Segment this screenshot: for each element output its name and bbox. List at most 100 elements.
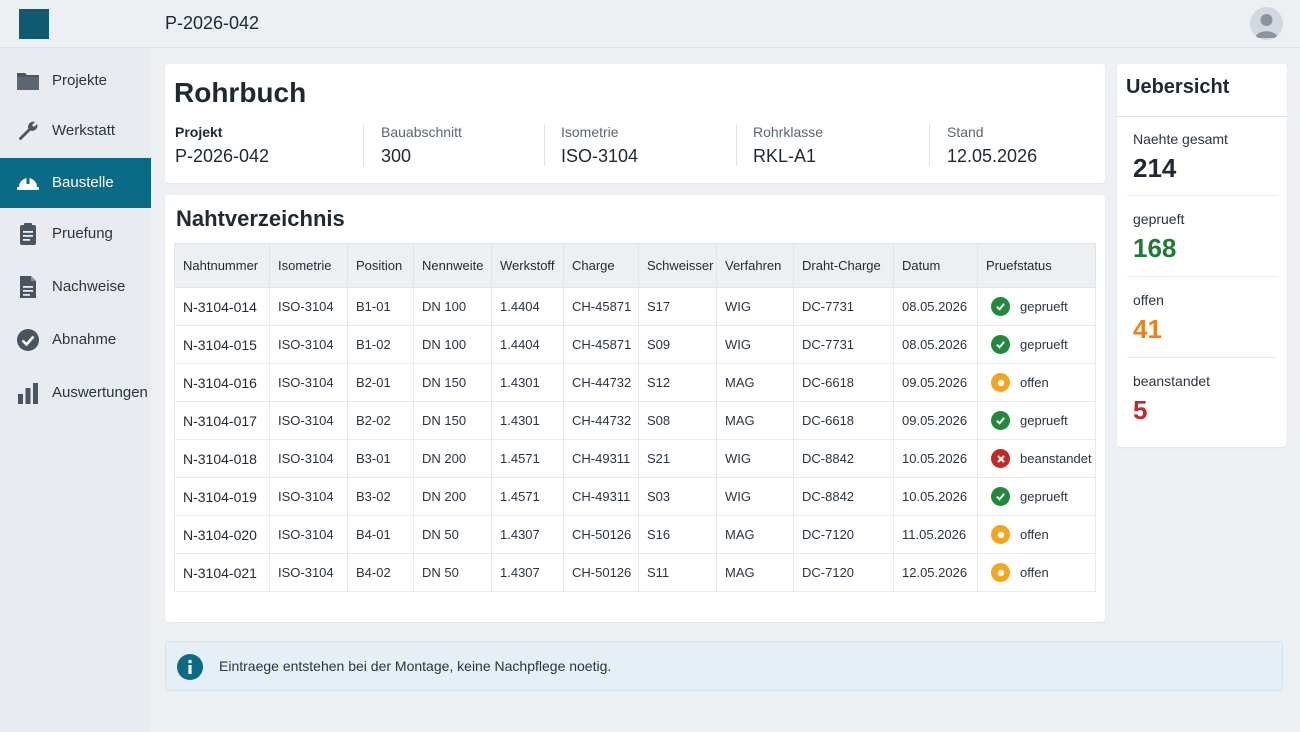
table-cell: 1.4404 <box>491 325 564 364</box>
sidebar-item-baustelle[interactable]: Baustelle <box>0 158 151 208</box>
stat-label: offen <box>1133 292 1164 308</box>
sidebar-item-label: Projekte <box>52 72 108 89</box>
table-cell: DN 50 <box>413 553 492 592</box>
sidebar-item-abnahme[interactable]: Abnahme <box>0 315 151 365</box>
divider <box>929 124 930 166</box>
table-row[interactable]: N-3104-016 ISO-3104 B2-01 DN 150 1.4301 CH-44… <box>174 363 1096 402</box>
page-title: Rohrbuch <box>174 77 307 108</box>
meta-label: Isometrie <box>561 124 619 140</box>
table-cell: N-3104-019 <box>174 477 270 516</box>
table-row[interactable]: N-3104-021 ISO-3104 B4-02 DN 50 1.4307 CH-501… <box>174 553 1096 592</box>
info-text: Eintraege entstehen bei der Montage, kei… <box>219 658 612 674</box>
header-card: Rohrbuch Projekt P-2026-042 Bauabschnitt… <box>165 64 1105 183</box>
table-cell: WIG <box>716 287 794 326</box>
table-row[interactable]: N-3104-014 ISO-3104 B1-01 DN 100 1.4404 CH-45… <box>174 287 1096 326</box>
status-cell: geprueft <box>977 477 1096 516</box>
status-badge: beanstandet <box>986 449 1095 468</box>
column-header[interactable]: Schweisser <box>638 243 717 288</box>
stat-naehte-gesamt: Naehte gesamt 214 <box>1133 131 1228 184</box>
sidebar-item-label: Nachweise <box>52 278 126 295</box>
divider <box>544 124 545 166</box>
hardhat-icon <box>16 171 40 195</box>
column-header[interactable]: Pruefstatus <box>977 243 1096 288</box>
meta-rohrklasse: Rohrklasse RKL-A1 <box>753 124 823 167</box>
sidebar-item-werkstatt[interactable]: Werkstatt <box>0 106 151 156</box>
table-cell: 08.05.2026 <box>893 287 978 326</box>
stat-value: 214 <box>1133 153 1177 183</box>
table-cell: DC-8842 <box>793 439 894 478</box>
status-cell: geprueft <box>977 287 1096 326</box>
table-cell: MAG <box>716 553 794 592</box>
table-cell: DN 150 <box>413 401 492 440</box>
sidebar-item-projekte[interactable]: Projekte <box>0 56 151 106</box>
column-header[interactable]: Nahtnummer <box>174 243 270 288</box>
status-label: geprueft <box>1020 489 1068 504</box>
table-cell: B3-02 <box>347 477 414 516</box>
check-circle-icon <box>991 297 1010 316</box>
column-header[interactable]: Charge <box>563 243 639 288</box>
meta-value: 12.05.2026 <box>947 146 1038 166</box>
table-row[interactable]: N-3104-020 ISO-3104 B4-01 DN 50 1.4307 CH-501… <box>174 515 1096 554</box>
table-row[interactable]: N-3104-019 ISO-3104 B3-02 DN 200 1.4571 CH-49… <box>174 477 1096 516</box>
status-label: offen <box>1020 527 1049 542</box>
stat-geprueft: geprueft 168 <box>1133 211 1184 264</box>
sidebar-item-pruefung[interactable]: Pruefung <box>0 209 151 259</box>
table-cell: B1-01 <box>347 287 414 326</box>
column-header[interactable]: Werkstoff <box>491 243 564 288</box>
column-header[interactable]: Datum <box>893 243 978 288</box>
clipboard-icon <box>16 222 40 246</box>
column-header[interactable]: Position <box>347 243 414 288</box>
table-cell: S11 <box>638 553 717 592</box>
check-circle-icon <box>991 487 1010 506</box>
app-logo[interactable] <box>19 9 49 39</box>
column-header[interactable]: Draht-Charge <box>793 243 894 288</box>
meta-label: Bauabschnitt <box>381 124 462 140</box>
pending-dot-icon <box>991 563 1010 582</box>
table-cell: 1.4301 <box>491 363 564 402</box>
divider <box>736 124 737 166</box>
table-cell: S09 <box>638 325 717 364</box>
table-cell: B1-02 <box>347 325 414 364</box>
divider <box>1127 195 1277 196</box>
status-badge: geprueft <box>986 297 1095 316</box>
status-badge: offen <box>986 563 1095 582</box>
sidebar-item-auswertungen[interactable]: Auswertungen <box>0 368 151 418</box>
status-badge: geprueft <box>986 335 1095 354</box>
stat-label: geprueft <box>1133 211 1185 227</box>
table-cell: ISO-3104 <box>269 363 348 402</box>
table-cell: B4-01 <box>347 515 414 554</box>
pending-dot-icon <box>991 525 1010 544</box>
column-header[interactable]: Verfahren <box>716 243 794 288</box>
table-cell: CH-50126 <box>563 515 639 554</box>
table-cell: B2-02 <box>347 401 414 440</box>
table-row[interactable]: N-3104-018 ISO-3104 B3-01 DN 200 1.4571 CH-49… <box>174 439 1096 478</box>
status-label: geprueft <box>1020 337 1068 352</box>
user-avatar[interactable] <box>1250 7 1283 40</box>
meta-value: ISO-3104 <box>561 146 639 166</box>
status-badge: geprueft <box>986 487 1095 506</box>
table-cell: N-3104-015 <box>174 325 270 364</box>
table-cell: S16 <box>638 515 717 554</box>
stat-value: 5 <box>1133 395 1148 425</box>
table-cell: DC-8842 <box>793 477 894 516</box>
summary-title: Uebersicht <box>1126 76 1230 98</box>
table-cell: CH-44732 <box>563 363 639 402</box>
meta-value: P-2026-042 <box>175 146 270 166</box>
table-cell: DC-7120 <box>793 515 894 554</box>
folder-icon <box>16 69 40 93</box>
divider <box>363 124 364 166</box>
top-bar: P-2026-042 <box>0 0 1300 48</box>
stat-value: 168 <box>1133 233 1177 263</box>
pending-dot-icon <box>991 373 1010 392</box>
meta-label: Stand <box>947 124 984 140</box>
column-header[interactable]: Isometrie <box>269 243 348 288</box>
table-cell: CH-49311 <box>563 439 639 478</box>
table-row[interactable]: N-3104-017 ISO-3104 B2-02 DN 150 1.4301 CH-44… <box>174 401 1096 440</box>
table-row[interactable]: N-3104-015 ISO-3104 B1-02 DN 100 1.4404 CH-45… <box>174 325 1096 364</box>
status-badge: offen <box>986 525 1095 544</box>
check-circle-icon <box>16 328 40 352</box>
document-icon <box>16 275 40 299</box>
column-header[interactable]: Nennweite <box>413 243 492 288</box>
table-cell: MAG <box>716 401 794 440</box>
sidebar-item-nachweise[interactable]: Nachweise <box>0 262 151 312</box>
